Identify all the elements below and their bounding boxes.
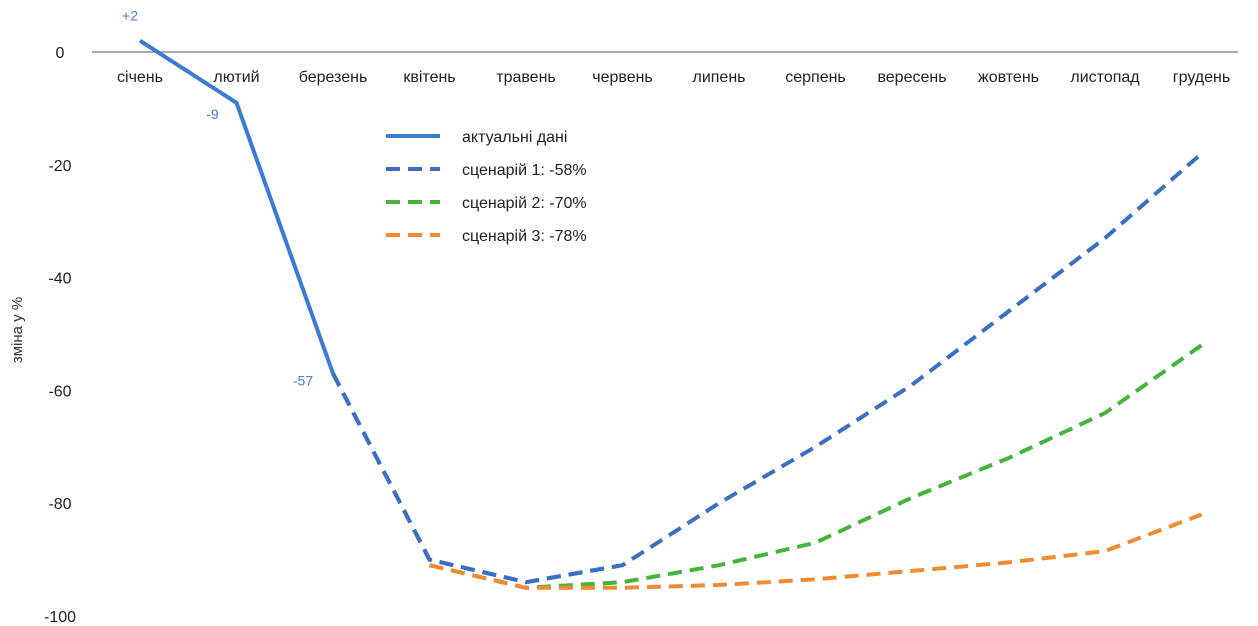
y-tick-label: -60 xyxy=(48,383,71,400)
y-tick-label: 0 xyxy=(56,45,65,62)
legend: актуальні дані сценарій 1: -58% сценарій 2… xyxy=(386,129,587,245)
series-line-2 xyxy=(331,151,1203,585)
legend-label: сценарій 1: -58% xyxy=(462,162,587,179)
data-label: -9 xyxy=(206,106,219,122)
legend-label: сценарій 2: -70% xyxy=(462,195,587,212)
x-tick-label: червень xyxy=(592,69,653,86)
x-tick-label: травень xyxy=(496,69,556,86)
data-label: +2 xyxy=(122,8,138,24)
axes: 0 -20 -40 -60 -80 -100 січень лютий березень квіт… xyxy=(44,45,1238,626)
x-tick-label: жовтень xyxy=(978,69,1039,86)
y-tick-label: -40 xyxy=(48,271,71,288)
data-label: -57 xyxy=(293,372,313,388)
y-tick-label: -100 xyxy=(44,609,76,626)
legend-label: сценарій 3: -78% xyxy=(462,228,587,245)
y-tick-label: -80 xyxy=(48,496,71,513)
x-tick-label: квітень xyxy=(403,69,455,86)
series-line-1 xyxy=(138,39,335,375)
x-tick-label: лютий xyxy=(213,69,259,86)
x-tick-label: січень xyxy=(117,69,163,86)
series-line-4 xyxy=(429,512,1203,590)
series-group xyxy=(138,39,1203,590)
data-labels: +2 -9 -57 xyxy=(122,8,313,389)
x-tick-label: серпень xyxy=(785,69,846,86)
y-tick-label: -20 xyxy=(48,158,71,175)
y-axis-label: зміна у % xyxy=(9,297,26,363)
x-tick-label: листопад xyxy=(1070,69,1140,86)
series-line-2-overlay xyxy=(331,372,623,585)
x-tick-label: липень xyxy=(692,69,745,86)
x-tick-label: березень xyxy=(299,69,368,86)
x-tick-label: вересень xyxy=(877,69,946,86)
legend-label: актуальні дані xyxy=(462,129,567,146)
x-tick-label: грудень xyxy=(1173,69,1230,86)
